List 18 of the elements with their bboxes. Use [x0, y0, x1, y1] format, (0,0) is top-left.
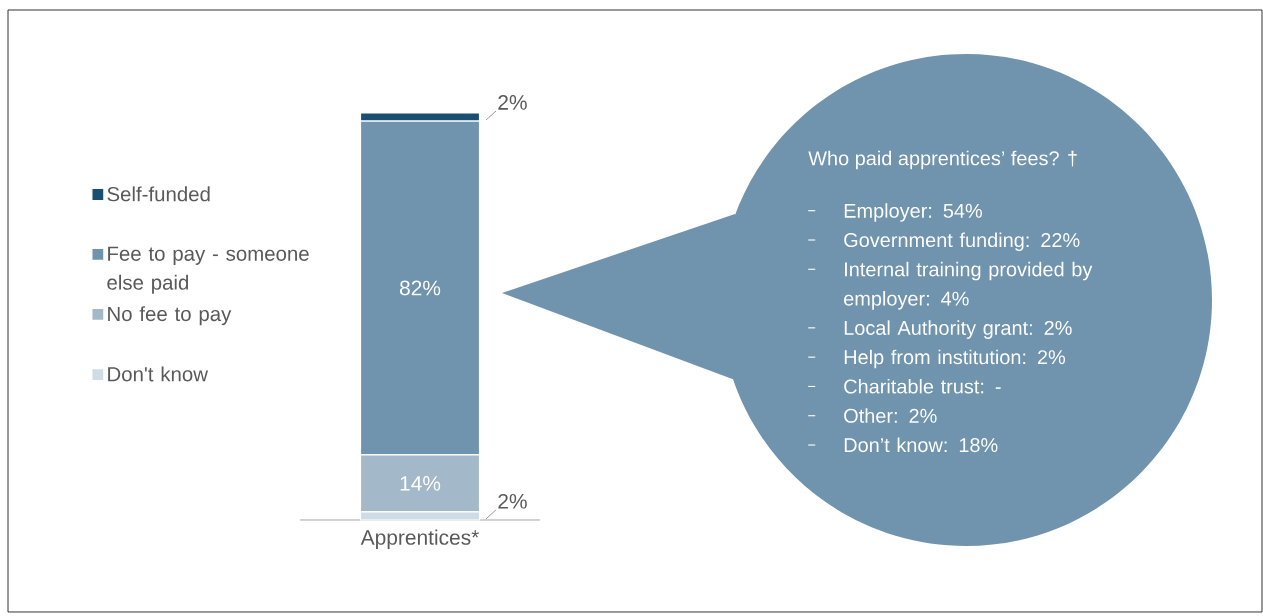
- text: Don’t know: 18%: [844, 437, 998, 453]
- legend-label: No fee to pay: [108, 306, 232, 326]
- legend-label: Don't know: [108, 366, 209, 382]
- text: Help from institution: 2%: [844, 349, 1066, 369]
- text: Employer: 54%: [844, 203, 982, 222]
- data-label: 2%: [498, 493, 527, 509]
- data-label: 14%: [400, 476, 441, 491]
- text: Other: 2%: [844, 408, 937, 423]
- text: Internal training provided by employer: 4%: [844, 261, 1093, 310]
- text: Local Authority grant: 2%: [844, 320, 1072, 339]
- data-label: 82%: [399, 280, 441, 296]
- legend-label: Fee to pay - someone else paid: [107, 246, 309, 294]
- text: Charitable trust: -: [844, 378, 1001, 394]
- data-label: 2%: [498, 95, 527, 110]
- x-tick-label: Apprentices*: [360, 529, 479, 550]
- text: Government funding: 22%: [844, 232, 1080, 252]
- legend-label: Self-funded: [107, 186, 210, 202]
- text: Who paid apprentices’ fees? †: [808, 150, 1077, 170]
